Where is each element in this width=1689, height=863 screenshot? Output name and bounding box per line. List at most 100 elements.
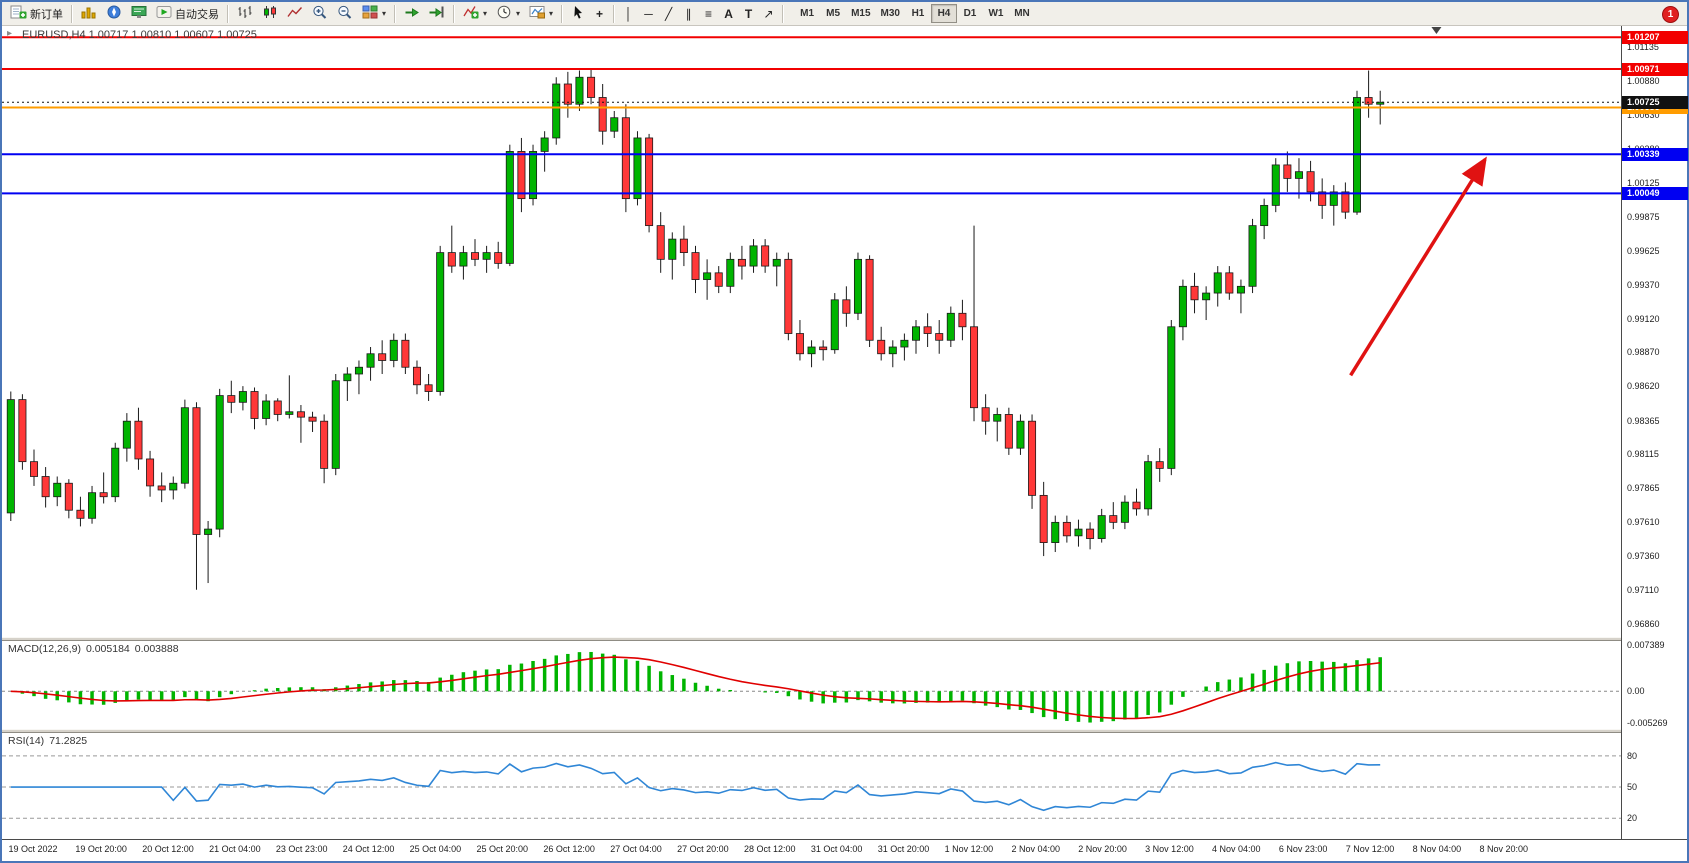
- horizontal-line-tool-button[interactable]: ─: [639, 4, 658, 24]
- timeframe-h1[interactable]: H1: [905, 4, 931, 23]
- time-axis-label: 20 Oct 12:00: [142, 844, 194, 854]
- timeframe-w1[interactable]: W1: [983, 4, 1009, 23]
- toolbar-separator: [394, 4, 397, 23]
- label-tool-button[interactable]: T: [739, 4, 758, 24]
- price-axis-label: 0.99875: [1627, 211, 1660, 222]
- timeframe-h4[interactable]: H4: [930, 4, 957, 23]
- tile-windows-button[interactable]: ▾: [358, 4, 390, 24]
- zoom-out-button[interactable]: [333, 4, 357, 24]
- time-axis-label: 19 Oct 2022: [8, 844, 58, 854]
- bar-chart-icon: [237, 5, 253, 22]
- chart-area: ▸ EURUSD,H4 1.00717 1.00810 1.00607 1.00…: [2, 26, 1688, 861]
- auto-scroll-icon: [404, 5, 420, 22]
- chart-title: EURUSD,H4 1.00717 1.00810 1.00607 1.0072…: [22, 29, 257, 41]
- zoom-in-button[interactable]: [308, 4, 332, 24]
- new-order-button[interactable]: 新订单: [6, 4, 67, 24]
- text-tool-icon: A: [724, 6, 733, 21]
- periods-clock-icon: [496, 5, 512, 22]
- price-axis-label: 1.00880: [1627, 76, 1660, 87]
- macd-histogram: [20, 651, 1382, 723]
- timeframe-m1[interactable]: M1: [794, 4, 820, 23]
- rsi-name: RSI(14): [8, 735, 45, 747]
- time-axis-label: 25 Oct 20:00: [476, 844, 529, 854]
- line-chart-mode-button[interactable]: [283, 4, 307, 24]
- timeframe-m5[interactable]: M5: [820, 4, 846, 23]
- fibonacci-icon: ≡: [705, 6, 713, 21]
- candlestick-mode-button[interactable]: [258, 4, 282, 24]
- main-chart-canvas[interactable]: [2, 26, 1621, 637]
- zoom-in-icon: [312, 5, 328, 22]
- time-axis-label: 23 Oct 23:00: [275, 844, 328, 854]
- rsi-value: 71.2825: [49, 735, 88, 747]
- trendline-icon: ╱: [664, 6, 673, 21]
- time-axis-label: 6 Nov 23:00: [1278, 844, 1328, 854]
- price-axis-label: 1.01135: [1627, 41, 1659, 52]
- terminal-icon: [131, 5, 147, 22]
- arrows-tool-button[interactable]: ↗: [759, 4, 778, 24]
- time-axis-label: 27 Oct 20:00: [677, 844, 729, 854]
- timeframe-mn[interactable]: MN: [1009, 4, 1035, 23]
- timeframe-m30[interactable]: M30: [876, 4, 905, 23]
- price-axis-label: 0.98115: [1627, 449, 1659, 460]
- candlesticks: [6, 69, 1385, 590]
- bar-chart-mode-button[interactable]: [233, 4, 257, 24]
- timeframe-m15[interactable]: M15: [846, 4, 875, 23]
- indicators-button[interactable]: ▾: [459, 4, 491, 24]
- trend-arrow-annotation[interactable]: [1349, 156, 1487, 377]
- time-axis-label: 19 Oct 20:00: [75, 844, 127, 854]
- periods-button[interactable]: ▾: [492, 4, 524, 24]
- crosshair-tool-button[interactable]: +: [590, 4, 609, 24]
- price-axis[interactable]: 1.011351.008801.006301.003801.001250.998…: [1621, 26, 1688, 861]
- chart-shift-marker: [1431, 27, 1442, 34]
- terminal-button[interactable]: [127, 4, 151, 24]
- macd-panel: MACD(12,26,9) 0.005184 0.003888: [2, 641, 1621, 729]
- one-click-trading-toggle[interactable]: ▸: [7, 28, 13, 39]
- macd-signal-value: 0.003888: [134, 643, 179, 655]
- dropdown-caret-icon: ▾: [483, 9, 488, 18]
- time-axis-label: 2 Nov 20:00: [1078, 844, 1127, 854]
- fibonacci-tool-button[interactable]: ≡: [699, 4, 718, 24]
- macd-name: MACD(12,26,9): [8, 643, 81, 655]
- indicators-icon: [463, 5, 479, 22]
- navigator-button[interactable]: [102, 4, 126, 24]
- cursor-tool-button[interactable]: [567, 4, 589, 24]
- horizontal-line-icon: ─: [644, 6, 653, 21]
- rsi-canvas[interactable]: [2, 733, 1621, 839]
- price-level-badge: 1.00049: [1622, 186, 1688, 200]
- zoom-out-icon: [337, 5, 353, 22]
- auto-scroll-button[interactable]: [400, 4, 424, 24]
- timeframe-d1[interactable]: D1: [957, 4, 983, 23]
- chart-shift-icon: [429, 5, 445, 22]
- rsi-label: RSI(14) 71.2825: [8, 735, 87, 747]
- macd-label: MACD(12,26,9) 0.005184 0.003888: [8, 643, 179, 655]
- time-axis-label: 27 Oct 04:00: [610, 844, 662, 854]
- time-axis-label: 8 Nov 04:00: [1412, 844, 1462, 854]
- time-axis-label: 31 Oct 04:00: [810, 844, 863, 854]
- time-axis[interactable]: 19 Oct 2022 19 Oct 20:00 20 Oct 12:00 21 Oc…: [2, 839, 1687, 861]
- notifications-badge[interactable]: 1: [1662, 6, 1679, 23]
- new-order-icon: [10, 5, 27, 22]
- macd-canvas[interactable]: [2, 641, 1621, 729]
- vertical-line-tool-button[interactable]: │: [619, 4, 638, 24]
- navigator-icon: [106, 5, 122, 22]
- toolbar-separator: [453, 4, 456, 23]
- price-axis-label: 0.99370: [1627, 279, 1660, 290]
- templates-button[interactable]: ▾: [525, 4, 557, 24]
- autotrading-button[interactable]: 自动交易: [152, 4, 223, 24]
- price-axis-label: 1.00125: [1627, 178, 1660, 189]
- toolbar: 新订单 自动交易 ▾ ▾ ▾ ▾ + │ ─ ╱ ∥ ≡ A T ↗: [2, 2, 1687, 26]
- time-axis-label: 4 Nov 04:00: [1212, 844, 1261, 854]
- text-tool-button[interactable]: A: [719, 4, 738, 24]
- dropdown-caret-icon: ▾: [549, 9, 554, 18]
- tile-windows-icon: [362, 5, 378, 22]
- toolbar-separator: [561, 4, 564, 23]
- panel-splitter[interactable]: [2, 729, 1687, 733]
- market-watch-button[interactable]: [77, 4, 101, 24]
- panel-splitter[interactable]: [2, 637, 1687, 641]
- channel-tool-button[interactable]: ∥: [679, 4, 698, 24]
- chart-shift-button[interactable]: [425, 4, 449, 24]
- trendline-tool-button[interactable]: ╱: [659, 4, 678, 24]
- toolbar-separator: [782, 4, 785, 23]
- time-axis-label: 21 Oct 04:00: [209, 844, 261, 854]
